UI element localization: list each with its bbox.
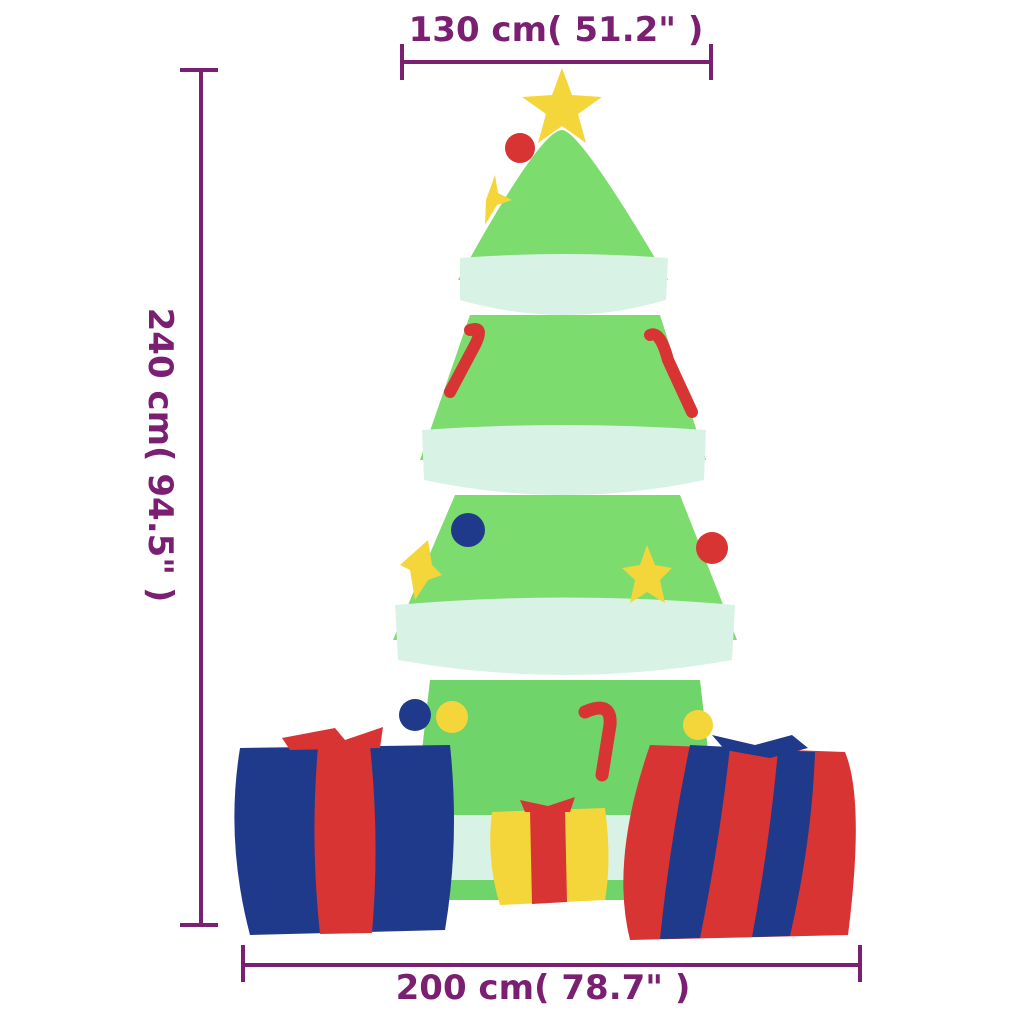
bottom-width-line	[241, 945, 862, 982]
gift-small	[490, 797, 609, 905]
star-ornament	[400, 540, 442, 600]
tree-band-3	[395, 597, 735, 675]
top-width-label: 130 cm( 51.2" )	[408, 10, 704, 50]
gift-right	[623, 735, 856, 940]
tree-tier-2	[420, 315, 706, 460]
ornament-red	[505, 133, 535, 163]
ornament-blue	[451, 513, 485, 547]
tree-band-2	[422, 425, 706, 495]
gift-left	[234, 727, 454, 935]
top-width-line	[400, 44, 713, 80]
star-ornament	[485, 175, 512, 225]
ornament-yellow	[436, 701, 468, 733]
tree-tier-1	[458, 130, 668, 280]
candy-cane	[444, 323, 485, 398]
ornament-yellow	[683, 710, 713, 740]
star-ornament	[622, 545, 672, 603]
ornament-red	[696, 532, 728, 564]
tree-band-1	[460, 254, 668, 315]
candy-cane	[644, 328, 698, 418]
candy-cane	[578, 701, 617, 782]
height-label: 240 cm( 94.5" )	[140, 307, 180, 603]
bottom-width-label: 200 cm( 78.7" )	[395, 968, 691, 1008]
height-line	[180, 68, 218, 927]
dimension-lines	[180, 44, 862, 982]
ornament-blue	[399, 699, 431, 731]
star-topper	[522, 68, 602, 143]
